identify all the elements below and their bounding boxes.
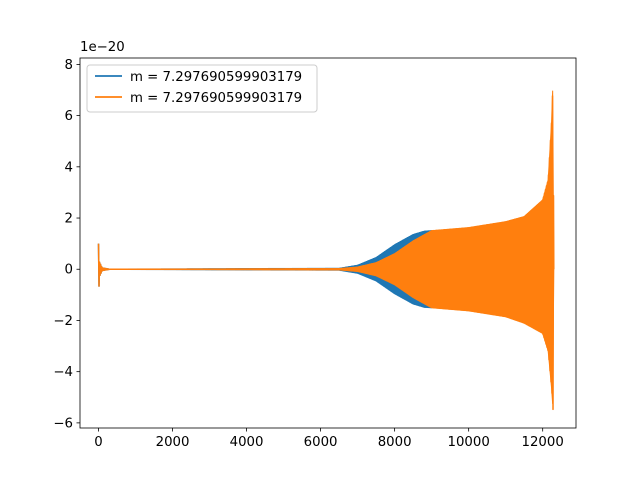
y-tick-label: −4 [53, 365, 73, 380]
y-tick-label: −2 [53, 314, 73, 329]
x-tick-label: 0 [94, 435, 102, 450]
axes-frame [79, 57, 577, 429]
y-tick-label: 0 [65, 263, 73, 278]
x-tick-label: 6000 [304, 435, 338, 450]
legend: m = 7.297690599903179 m = 7.297690599903… [86, 64, 318, 113]
y-tick-label: 6 [65, 109, 73, 124]
x-tick-label: 2000 [156, 435, 190, 450]
y-tick-label: 2 [65, 212, 73, 227]
y-axis: −6 −4 −2 0 2 4 6 8 [53, 58, 80, 431]
x-axis: 0 2000 4000 6000 8000 10000 12000 [94, 428, 564, 450]
x-tick-label: 4000 [230, 435, 264, 450]
plot-area [79, 57, 577, 429]
y-offset-label: 1e−20 [80, 40, 125, 55]
legend-label-series-2: m = 7.297690599903179 [130, 91, 302, 106]
x-tick-label: 10000 [448, 435, 490, 450]
y-tick-label: 4 [65, 160, 73, 175]
series-band-2 [102, 90, 555, 404]
x-tick-label: 8000 [378, 435, 412, 450]
y-tick-label: −6 [53, 416, 73, 431]
legend-frame [86, 64, 318, 113]
x-tick-label: 12000 [522, 435, 564, 450]
series-layer [97, 90, 555, 411]
legend-label-series-1: m = 7.297690599903179 [130, 70, 302, 85]
y-tick-label: 8 [65, 58, 73, 73]
